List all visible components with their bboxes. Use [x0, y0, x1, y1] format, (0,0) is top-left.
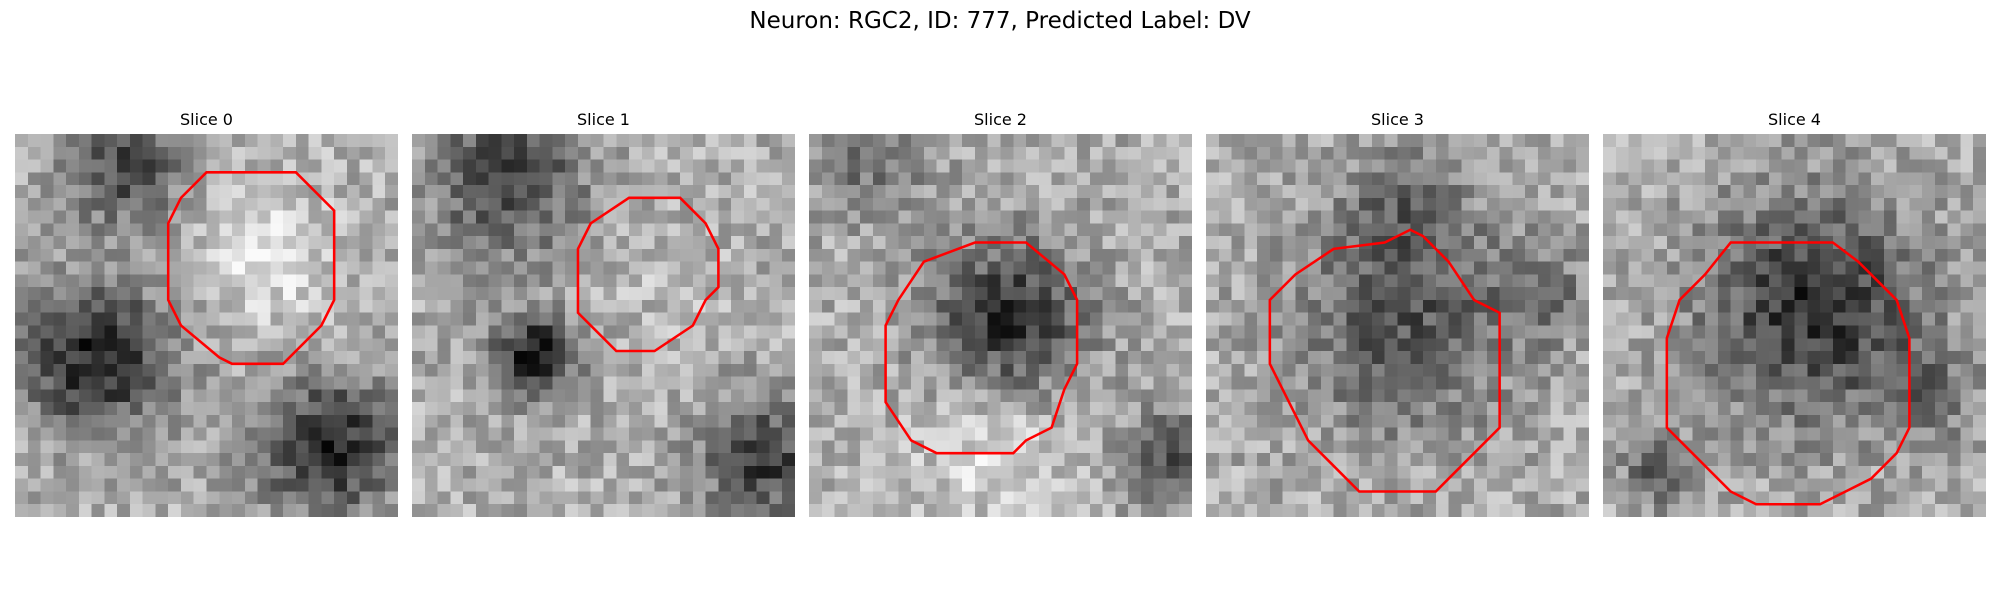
neuron-contour-0 — [166, 171, 336, 366]
neuron-contour-3 — [1268, 228, 1501, 493]
slice-image-4 — [1603, 134, 1986, 517]
slice-title-3: Slice 3 — [1371, 110, 1424, 129]
slice-title-1: Slice 1 — [577, 110, 630, 129]
slice-title-2: Slice 2 — [974, 110, 1027, 129]
figure-title: Neuron: RGC2, ID: 777, Predicted Label: … — [749, 8, 1251, 34]
slice-image-1 — [412, 134, 795, 517]
slice-title-0: Slice 0 — [180, 110, 233, 129]
neuron-contour-4 — [1665, 241, 1911, 506]
microscopy-slice-0 — [15, 134, 398, 517]
microscopy-slice-1 — [412, 134, 795, 517]
slice-image-0 — [15, 134, 398, 517]
slice-image-3 — [1206, 134, 1589, 517]
microscopy-slice-3 — [1206, 134, 1589, 517]
neuron-contour-2 — [884, 241, 1079, 455]
microscopy-slice-2 — [809, 134, 1192, 517]
neuron-contour-1 — [576, 196, 720, 353]
slice-title-4: Slice 4 — [1768, 110, 1821, 129]
slice-image-2 — [809, 134, 1192, 517]
microscopy-slice-4 — [1603, 134, 1986, 517]
